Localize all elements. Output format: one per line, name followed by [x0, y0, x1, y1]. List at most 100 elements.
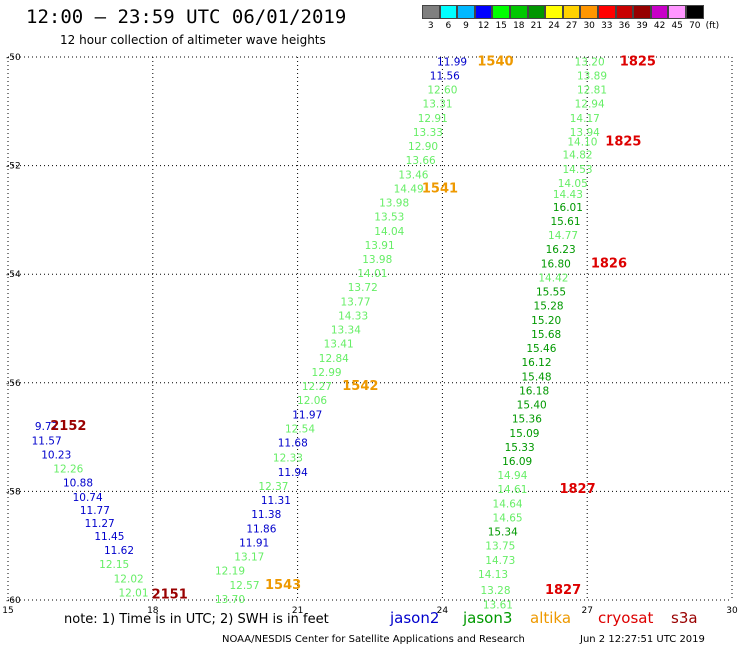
x-tick-label: 21: [292, 606, 303, 616]
wave-height-label: 12.26: [53, 464, 83, 476]
wave-height-label: 11.62: [104, 545, 134, 557]
wave-height-label: 15.68: [531, 329, 561, 341]
wave-height-label: 14.10: [567, 137, 597, 149]
scale-label: 15: [495, 21, 507, 31]
pass-time-label: 1825: [620, 54, 656, 69]
wave-height-label: 13.17: [234, 552, 264, 564]
y-tick-label: -56: [6, 379, 21, 389]
scale-label: 70: [689, 21, 701, 31]
scale-swatch: [474, 5, 493, 19]
wave-height-label: 13.70: [215, 594, 245, 606]
wave-height-label: 12.02: [114, 573, 144, 585]
wave-height-label: 12.37: [258, 481, 288, 493]
page-subtitle: 12 hour collection of altimeter wave hei…: [60, 33, 326, 47]
pass-time-label: 1541: [422, 181, 458, 196]
x-tick-label: 30: [726, 606, 738, 616]
wave-height-label: 10.23: [41, 449, 71, 461]
y-tick-label: -58: [6, 487, 21, 497]
wave-height-label: 11.91: [239, 537, 269, 549]
x-tick-label: 18: [147, 606, 159, 616]
scale-swatch: [580, 5, 598, 19]
wave-height-label: 16.01: [553, 202, 583, 214]
wave-height-label: 13.66: [406, 155, 436, 167]
wave-height-label: 12.99: [312, 367, 342, 379]
wave-height-label: 13.89: [577, 70, 607, 82]
wave-height-label: 13.34: [331, 325, 361, 337]
scale-label: 3: [427, 21, 434, 31]
wave-height-label: 13.53: [374, 212, 404, 224]
wave-height-label: 14.73: [485, 555, 515, 567]
wave-height-label: 14.42: [538, 272, 568, 284]
scale-swatch: [598, 5, 616, 19]
scale-swatch: [668, 5, 686, 19]
pass-time-label: 1540: [477, 54, 513, 69]
x-tick-label: 15: [2, 606, 13, 616]
scale-label: 36: [618, 21, 631, 31]
page-title: 12:00 — 23:59 UTC 06/01/2019: [26, 6, 347, 28]
wave-height-label: 13.28: [480, 585, 510, 597]
timestamp-text: Jun 2 12:27:51 UTC 2019: [580, 634, 705, 645]
scale-label: 30: [583, 21, 595, 31]
wave-height-label: 13.72: [348, 282, 378, 294]
wave-height-label: 9.77: [35, 421, 58, 433]
wave-height-label: 16.18: [519, 385, 549, 397]
wave-height-label: 11.86: [246, 523, 276, 535]
wave-height-label: 12.57: [229, 580, 259, 592]
scale-swatch: [562, 5, 581, 19]
pass-time-label: 1543: [265, 578, 301, 593]
wave-height-label: 15.46: [526, 343, 556, 355]
wave-height-label: 15.09: [509, 428, 539, 440]
y-tick-label: -54: [6, 270, 21, 280]
scale-label: 21: [530, 21, 543, 31]
wave-height-label: 14.33: [338, 310, 368, 322]
wave-height-label: 12.90: [408, 141, 438, 153]
wave-height-label: 13.41: [324, 339, 354, 351]
scale-label: 42: [653, 21, 666, 31]
wave-height-label: 13.33: [413, 127, 443, 139]
y-tick-label: -50: [6, 53, 21, 63]
scale-label: 18: [513, 21, 525, 31]
wave-height-label: 14.13: [478, 569, 508, 581]
wave-height-label: 13.98: [362, 254, 392, 266]
wave-height-label: 11.97: [292, 409, 322, 421]
wave-height-label: 10.88: [63, 478, 93, 490]
wave-height-label: 11.99: [437, 56, 467, 68]
wave-height-label: 12.91: [418, 113, 448, 125]
wave-height-label: 16.12: [521, 357, 551, 369]
wave-height-label: 15.61: [550, 216, 580, 228]
wave-height-label: 15.33: [505, 442, 535, 454]
legend-cryosat: cryosat: [598, 609, 654, 627]
scale-label: 33: [601, 21, 613, 31]
wave-height-label: 14.64: [493, 498, 523, 510]
y-tick-label: -52: [6, 162, 21, 172]
wave-height-label: 10.74: [73, 492, 103, 504]
pass-time-label: 2151: [152, 588, 188, 603]
scale-label: 27: [565, 21, 578, 31]
legend-jason2: jason2: [390, 609, 440, 627]
wave-height-label: 11.94: [278, 467, 308, 479]
wave-height-label: 15.48: [521, 371, 551, 383]
wave-height-label: 12.60: [427, 85, 457, 97]
wave-height-label: 14.53: [563, 164, 593, 176]
wave-height-label: 13.61: [483, 599, 513, 611]
wave-height-label: 16.09: [502, 456, 532, 468]
scale-swatch: [422, 5, 440, 19]
wave-height-label: 12.01: [118, 587, 148, 599]
wave-height-label: 14.77: [548, 230, 578, 242]
scale-label: 39: [636, 21, 648, 31]
wave-height-label: 15.36: [512, 414, 542, 426]
wave-height-label: 13.94: [570, 127, 600, 139]
wave-height-label: 16.23: [546, 244, 576, 256]
legend-altika: altika: [530, 609, 572, 627]
wave-height-label: 12.06: [297, 395, 327, 407]
wave-height-label: 12.81: [577, 85, 607, 97]
wave-height-label: 11.38: [251, 509, 281, 521]
scale-swatch: [492, 5, 510, 19]
wave-height-label: 14.65: [493, 512, 523, 524]
pass-time-label: 1827: [545, 583, 581, 598]
legend-s3a: s3a: [671, 609, 698, 627]
wave-height-label: 14.43: [553, 189, 583, 201]
wave-height-label: 15.55: [536, 287, 566, 299]
